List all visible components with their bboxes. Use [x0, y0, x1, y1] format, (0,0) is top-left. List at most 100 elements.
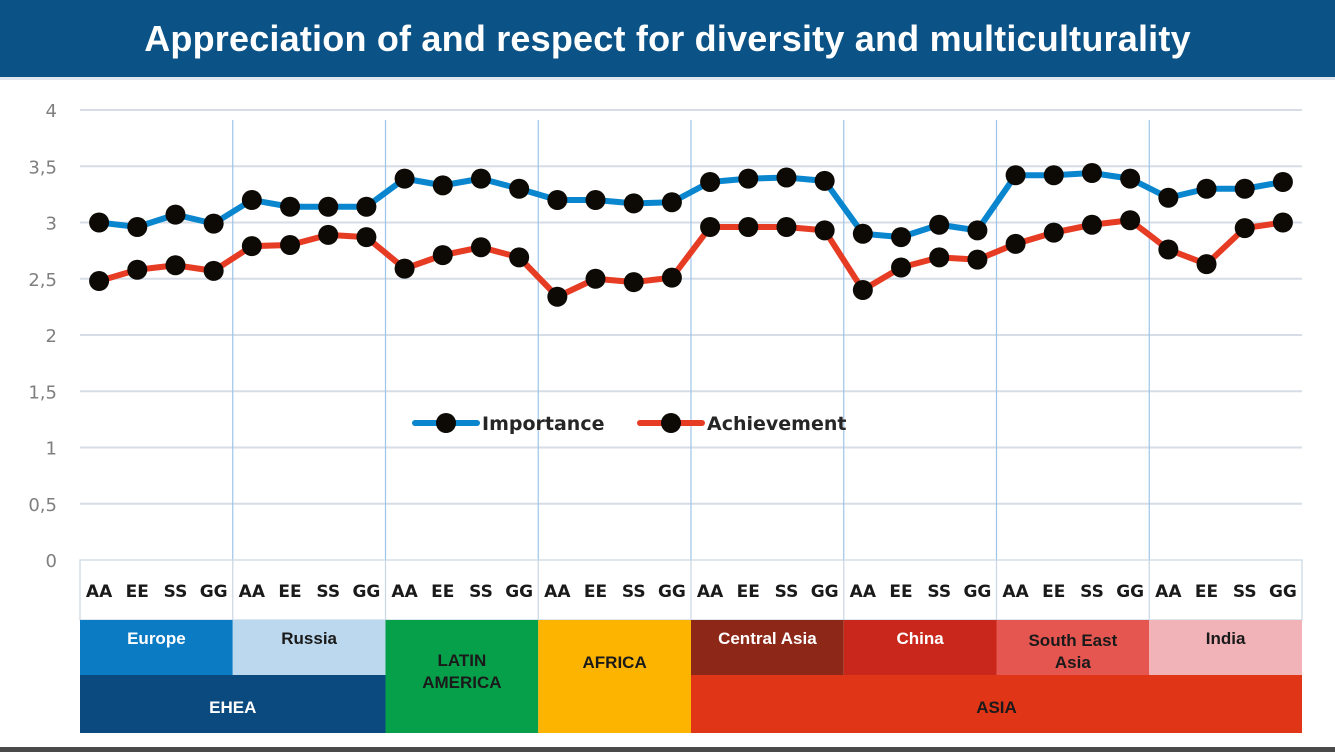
category-tick-label: GG — [658, 582, 686, 602]
data-point — [852, 280, 873, 300]
category-tick-label: AA — [86, 582, 113, 602]
y-tick-label: 0,5 — [28, 495, 57, 516]
category-tick-label: SS — [775, 582, 799, 602]
data-point — [165, 204, 186, 225]
category-tick-label: AA — [239, 582, 266, 602]
category-tick-label: EE — [1195, 582, 1218, 602]
data-point — [814, 220, 835, 241]
category-tick-label: GG — [811, 582, 839, 602]
data-point — [127, 259, 148, 280]
region-label: AFRICA — [583, 653, 647, 672]
region-box — [80, 620, 233, 675]
data-point — [738, 168, 759, 189]
category-tick-label: AA — [1155, 582, 1182, 602]
data-point — [814, 170, 835, 191]
data-point — [1043, 165, 1064, 186]
data-point — [700, 217, 721, 237]
y-tick-label: 1,5 — [28, 382, 57, 403]
data-point — [280, 235, 301, 255]
group-label: ASIA — [976, 698, 1017, 717]
category-tick-label: SS — [469, 582, 493, 602]
category-tick-label: EE — [278, 582, 301, 602]
series-group — [89, 163, 1293, 307]
data-point — [547, 190, 568, 210]
category-tick-label: EE — [584, 582, 607, 602]
category-tick-label: GG — [200, 582, 228, 602]
data-point — [1234, 178, 1255, 199]
category-tick-label: GG — [505, 582, 533, 602]
category-tick-label: AA — [391, 582, 418, 602]
region-box — [232, 620, 386, 675]
category-tick-label: GG — [1269, 582, 1297, 602]
region-box — [996, 620, 1150, 675]
legend-item-achievement: Achievement — [637, 413, 846, 435]
data-point — [1120, 210, 1141, 231]
category-tick-label: EE — [889, 582, 912, 602]
data-point — [623, 272, 644, 293]
legend-marker — [436, 413, 456, 433]
data-point — [700, 172, 721, 192]
category-tick-label: SS — [1233, 582, 1257, 602]
data-point — [1005, 165, 1026, 186]
region-label: Asia — [1055, 653, 1091, 672]
data-point — [356, 227, 377, 248]
category-tick-label: AA — [697, 582, 724, 602]
y-axis-ticks: 0 0,5 1 1,5 2 2,5 3 3,5 4 — [28, 101, 57, 572]
category-tick-label: GG — [1116, 582, 1144, 602]
region-label: Central Asia — [718, 629, 817, 648]
bottom-border — [0, 747, 1335, 752]
region-label: AMERICA — [422, 673, 501, 692]
legend-item-importance: Importance — [412, 413, 604, 435]
data-point — [509, 178, 530, 199]
data-point — [776, 217, 797, 237]
data-point — [241, 236, 262, 257]
legend-label: Importance — [482, 413, 604, 435]
data-point — [203, 213, 224, 234]
data-point — [776, 167, 797, 188]
y-tick-label: 4 — [46, 101, 57, 122]
category-tick-label: AA — [544, 582, 571, 602]
data-point — [1158, 187, 1179, 208]
data-point — [127, 217, 148, 237]
group-box — [80, 675, 386, 733]
data-point — [165, 255, 186, 276]
legend: Importance Achievement — [412, 413, 846, 435]
category-table: AA EE SS GG AA EE SS GG AA EE SS GG AA EE SS GG AA EE SS GG… — [79, 559, 1303, 733]
data-point — [1120, 168, 1141, 189]
data-point — [394, 258, 415, 279]
category-tick-label: SS — [1080, 582, 1104, 602]
data-point — [1081, 163, 1102, 183]
region-label: Europe — [127, 629, 186, 648]
data-point — [1043, 222, 1064, 243]
category-tick-label: AA — [850, 582, 877, 602]
series-achievement — [89, 210, 1293, 307]
data-point — [1272, 172, 1293, 192]
region-label: South East — [1028, 631, 1117, 650]
category-tick-label: SS — [316, 582, 340, 602]
chart-title: Appreciation of and respect for diversit… — [144, 17, 1191, 59]
y-tick-label: 2,5 — [28, 270, 57, 291]
data-point — [432, 175, 453, 196]
data-point — [585, 268, 606, 289]
data-point — [891, 227, 912, 248]
data-point — [89, 212, 110, 233]
category-tick-label: SS — [622, 582, 646, 602]
data-point — [967, 249, 988, 270]
data-point — [318, 224, 339, 245]
line-chart: 0 0,5 1 1,5 2 2,5 3 3,5 4 AA EE SS GG AA EE SS GG AA EE SS… — [28, 101, 1303, 733]
data-point — [929, 247, 950, 268]
gridlines — [80, 109, 1302, 505]
region-box — [691, 620, 844, 675]
y-tick-label: 1 — [46, 439, 57, 460]
data-point — [661, 267, 682, 288]
chart-area: 0 0,5 1 1,5 2 2,5 3 3,5 4 AA EE SS GG AA EE SS GG AA EE SS… — [0, 77, 1335, 752]
data-point — [1272, 212, 1293, 233]
y-tick-label: 0 — [46, 551, 57, 572]
data-point — [432, 245, 453, 266]
data-point — [852, 223, 873, 244]
series-importance — [89, 163, 1293, 248]
category-tick-label: SS — [164, 582, 188, 602]
data-point — [470, 168, 491, 189]
data-point — [203, 260, 224, 281]
category-tick-label: EE — [1042, 582, 1065, 602]
